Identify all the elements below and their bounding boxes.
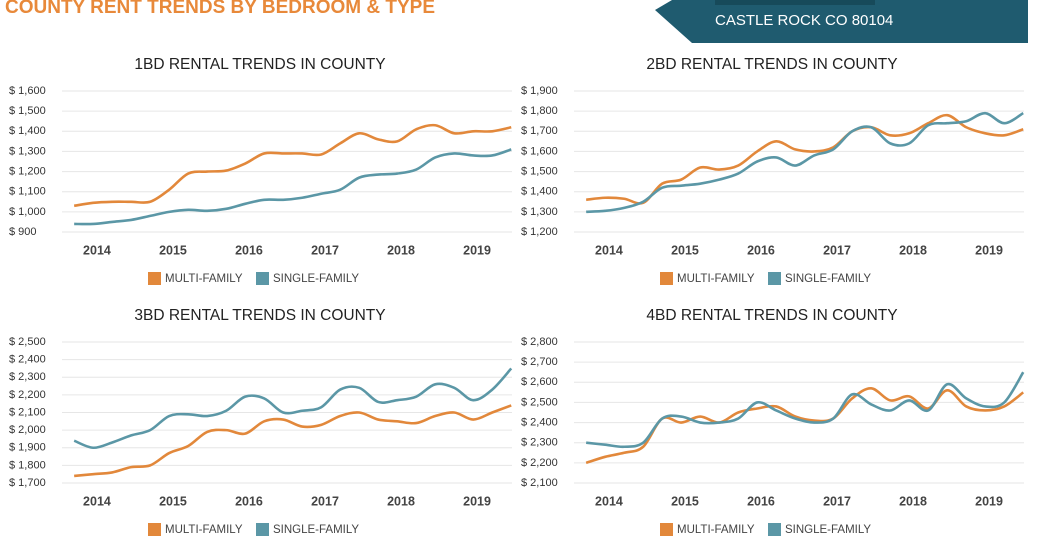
x-tick-label: 2015 <box>159 494 187 508</box>
series-line <box>74 148 512 226</box>
y-tick-label: $ 1,300 <box>9 145 46 157</box>
x-tick-label: 2018 <box>387 494 415 508</box>
y-tick-label: $ 2,300 <box>521 437 558 449</box>
x-tick-label: 2015 <box>159 243 187 257</box>
y-tick-label: $ 2,400 <box>521 416 558 428</box>
y-tick-label: $ 2,200 <box>9 389 46 401</box>
x-tick-label: 2014 <box>595 243 623 257</box>
y-tick-label: $ 2,600 <box>521 376 558 388</box>
y-tick-label: $ 1,600 <box>9 85 46 97</box>
x-tick-label: 2017 <box>823 243 851 257</box>
y-tick-label: $ 1,200 <box>9 165 46 177</box>
y-tick-label: $ 2,100 <box>521 477 558 489</box>
legend-swatch <box>768 272 781 285</box>
legend-label: SINGLE-FAMILY <box>785 524 871 536</box>
chart-title: 3BD RENTAL TRENDS IN COUNTY <box>134 307 385 324</box>
legend-swatch <box>660 523 673 536</box>
chart-title: 2BD RENTAL TRENDS IN COUNTY <box>646 56 897 73</box>
x-tick-label: 2018 <box>899 243 927 257</box>
location-banner <box>655 0 1028 43</box>
y-tick-label: $ 2,400 <box>9 354 46 366</box>
x-tick-label: 2017 <box>311 494 339 508</box>
x-tick-label: 2019 <box>463 243 491 257</box>
legend-label: MULTI-FAMILY <box>677 273 755 285</box>
banner-accent <box>715 0 875 5</box>
x-tick-label: 2016 <box>747 243 775 257</box>
page-title: COUNTY RENT TRENDS BY BEDROOM & TYPE <box>5 0 435 18</box>
legend-label: SINGLE-FAMILY <box>273 524 359 536</box>
series-line <box>74 404 512 478</box>
y-tick-label: $ 1,600 <box>521 145 558 157</box>
x-tick-label: 2018 <box>387 243 415 257</box>
x-tick-label: 2016 <box>235 243 263 257</box>
y-tick-label: $ 2,500 <box>521 396 558 408</box>
chart-title: 1BD RENTAL TRENDS IN COUNTY <box>134 56 385 73</box>
series-line <box>73 123 512 208</box>
y-tick-label: $ 1,100 <box>9 186 46 198</box>
legend-label: MULTI-FAMILY <box>677 524 755 536</box>
x-tick-label: 2015 <box>671 494 699 508</box>
chart-title: 4BD RENTAL TRENDS IN COUNTY <box>646 307 897 324</box>
x-tick-label: 2016 <box>747 494 775 508</box>
location-label: CASTLE ROCK CO 80104 <box>715 12 893 29</box>
x-tick-label: 2019 <box>463 494 491 508</box>
legend-label: MULTI-FAMILY <box>165 524 243 536</box>
y-tick-label: $ 2,800 <box>521 336 558 348</box>
series-line <box>586 113 1024 205</box>
x-tick-label: 2014 <box>83 494 111 508</box>
y-tick-label: $ 1,700 <box>9 477 46 489</box>
y-tick-label: $ 2,100 <box>9 406 46 418</box>
legend-swatch <box>148 523 161 536</box>
legend-swatch <box>148 272 161 285</box>
y-tick-label: $ 1,900 <box>521 85 558 97</box>
y-tick-label: $ 2,000 <box>9 424 46 436</box>
legend-label: SINGLE-FAMILY <box>785 273 871 285</box>
y-tick-label: $ 1,700 <box>521 125 558 137</box>
legend-label: MULTI-FAMILY <box>165 273 243 285</box>
y-tick-label: $ 1,300 <box>521 206 558 218</box>
y-tick-label: $ 1,800 <box>521 105 558 117</box>
legend-label: SINGLE-FAMILY <box>273 273 359 285</box>
y-tick-label: $ 1,900 <box>9 442 46 454</box>
series-line <box>585 387 1025 465</box>
x-tick-label: 2015 <box>671 243 699 257</box>
y-tick-label: $ 1,500 <box>9 105 46 117</box>
x-tick-label: 2019 <box>975 494 1003 508</box>
y-tick-label: $ 1,500 <box>521 165 558 177</box>
series-line <box>586 111 1024 214</box>
legend-swatch <box>660 272 673 285</box>
legend-swatch <box>256 523 269 536</box>
series-line <box>73 367 513 450</box>
x-tick-label: 2014 <box>595 494 623 508</box>
y-tick-label: $ 1,000 <box>9 206 46 218</box>
y-tick-label: $ 1,400 <box>9 125 46 137</box>
y-tick-label: $ 900 <box>9 226 37 238</box>
x-tick-label: 2018 <box>899 494 927 508</box>
x-tick-label: 2019 <box>975 243 1003 257</box>
y-tick-label: $ 2,700 <box>521 356 558 368</box>
x-tick-label: 2016 <box>235 494 263 508</box>
y-tick-label: $ 1,400 <box>521 186 558 198</box>
y-tick-label: $ 2,300 <box>9 371 46 383</box>
y-tick-label: $ 2,500 <box>9 336 46 348</box>
y-tick-label: $ 2,200 <box>521 457 558 469</box>
legend-swatch <box>256 272 269 285</box>
series-line <box>586 371 1025 449</box>
x-tick-label: 2017 <box>823 494 851 508</box>
x-tick-label: 2014 <box>83 243 111 257</box>
y-tick-label: $ 1,200 <box>521 226 558 238</box>
legend-swatch <box>768 523 781 536</box>
y-tick-label: $ 1,800 <box>9 459 46 471</box>
x-tick-label: 2017 <box>311 243 339 257</box>
